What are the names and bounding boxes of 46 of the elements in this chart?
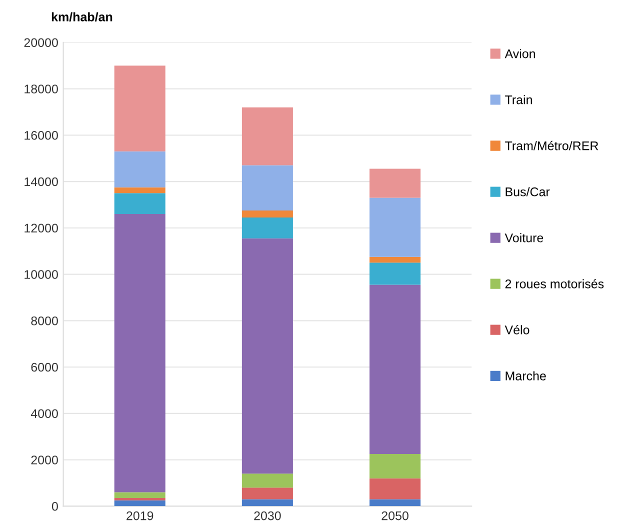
bar [114, 492, 166, 498]
x-tick-label: 2050 [382, 511, 408, 520]
bar [370, 478, 421, 500]
bar [242, 488, 293, 500]
y-axis-title: km/hab/an [52, 12, 112, 22]
x-tick-label: 2019 [126, 511, 154, 520]
legend-label: Marche [506, 371, 546, 380]
legend-label: Train [505, 95, 532, 104]
bar [114, 193, 166, 214]
y-tick-label: 20000 [24, 38, 58, 48]
legend-label: Avion [504, 49, 535, 58]
legend-label: Bus/Car [506, 187, 550, 196]
bar [370, 284, 421, 454]
y-tick-label: 6000 [31, 362, 58, 372]
x-tick-label: 2030 [254, 511, 281, 520]
bar [242, 238, 293, 474]
legend-label: 2 roues motorisés [505, 279, 604, 288]
bar [370, 198, 421, 257]
legend-label: Vélo [504, 325, 530, 334]
y-tick-label: 10000 [24, 270, 58, 279]
bar [242, 217, 293, 238]
bar [242, 107, 293, 166]
bar [242, 499, 293, 506]
y-tick-label: 14000 [24, 177, 58, 186]
y-tick-label: 18000 [24, 84, 58, 94]
bar [370, 262, 421, 285]
y-tick-label: 4000 [30, 409, 58, 418]
bar [370, 499, 421, 506]
bar [242, 210, 293, 218]
bar [370, 256, 421, 263]
y-tick-label: 8000 [31, 316, 58, 326]
bar [114, 187, 166, 194]
bar [370, 454, 421, 478]
y-tick-label: 16000 [24, 130, 58, 140]
legend-label: Voiture [504, 233, 544, 242]
bar [114, 214, 166, 492]
legend-label: Tram/Métro/RER [505, 140, 598, 150]
bar [242, 474, 293, 488]
y-tick-label: 2000 [31, 456, 58, 464]
bar [114, 66, 166, 152]
bar [114, 151, 166, 188]
y-tick-label: 12000 [24, 224, 58, 233]
bar [114, 500, 166, 506]
y-tick-label: 0 [52, 502, 58, 511]
bar [370, 168, 421, 198]
bar [242, 165, 293, 211]
